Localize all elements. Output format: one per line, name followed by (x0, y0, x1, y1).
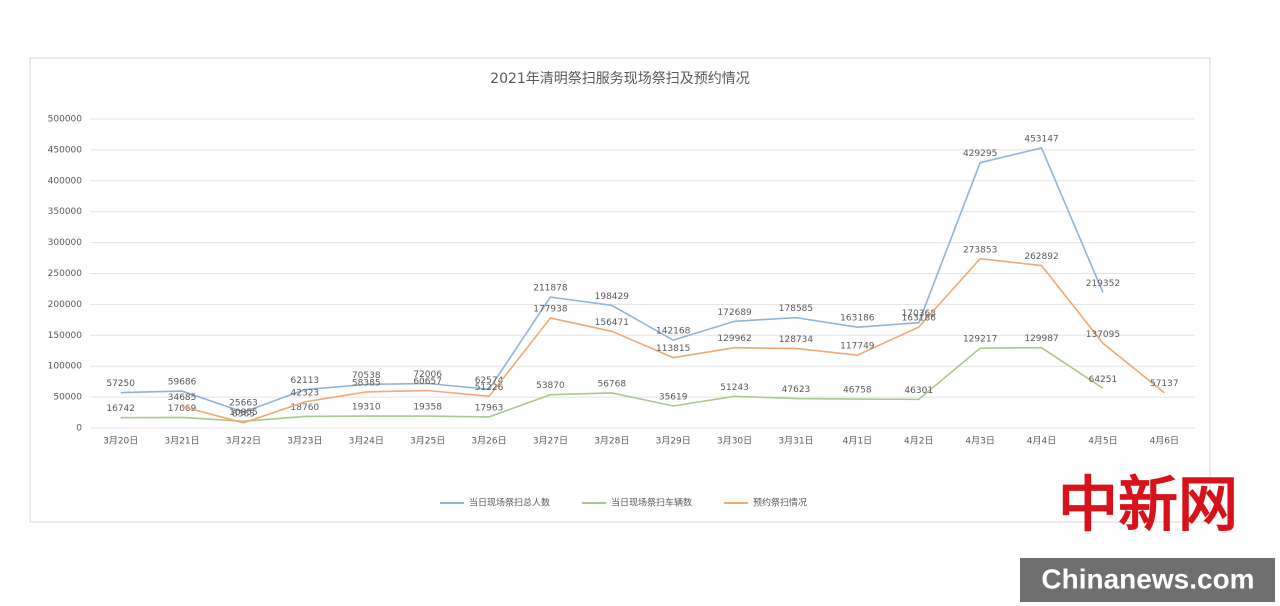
data-label: 113815 (656, 344, 690, 354)
y-tick-label: 250000 (48, 269, 83, 279)
x-tick-label: 3月31日 (778, 436, 813, 447)
y-tick-label: 200000 (48, 300, 83, 310)
x-tick-label: 3月22日 (226, 436, 261, 447)
data-label: 51243 (720, 383, 749, 393)
data-label: 16742 (106, 404, 135, 414)
x-tick-label: 3月20日 (103, 436, 138, 447)
data-label: 51226 (475, 383, 504, 393)
data-label: 57250 (106, 379, 135, 389)
chart-title: 2021年清明祭扫服务现场祭扫及预约情况 (490, 71, 750, 87)
data-label: 129962 (717, 334, 751, 344)
data-label: 60657 (413, 377, 442, 387)
watermark-banner (1020, 558, 1275, 602)
x-tick-label: 3月24日 (349, 436, 384, 447)
y-tick-label: 0 (76, 424, 82, 434)
data-label: 35619 (659, 392, 688, 402)
data-label: 273853 (963, 245, 997, 255)
y-tick-label: 450000 (48, 145, 83, 155)
y-tick-label: 300000 (48, 238, 83, 248)
data-label: 62113 (291, 376, 320, 386)
data-label: 178585 (779, 304, 813, 314)
data-label: 58385 (352, 378, 381, 388)
data-label: 53870 (536, 381, 565, 391)
data-label: 163186 (840, 314, 875, 324)
data-label: 42323 (291, 388, 320, 398)
data-label: 46301 (904, 386, 933, 396)
data-label: 198429 (595, 292, 630, 302)
x-tick-label: 3月28日 (594, 436, 629, 447)
x-tick-label: 4月6日 (1150, 436, 1179, 447)
data-label: 177938 (533, 305, 568, 315)
data-label: 129217 (963, 335, 997, 345)
data-label: 429295 (963, 149, 997, 159)
data-label: 57137 (1150, 379, 1179, 389)
data-label: 156471 (595, 318, 629, 328)
watermark: 中新网 Chinanews.com (1020, 471, 1275, 602)
y-tick-label: 400000 (48, 176, 83, 186)
x-tick-label: 3月23日 (287, 436, 322, 447)
x-tick-label: 3月30日 (717, 436, 752, 447)
x-tick-label: 3月26日 (471, 436, 506, 447)
data-label: 56768 (597, 379, 626, 389)
data-label: 262892 (1024, 252, 1058, 262)
data-label: 19310 (352, 403, 381, 413)
data-label: 34685 (168, 393, 197, 403)
series-line (120, 346, 1104, 423)
legend-label: 预约祭扫情况 (753, 497, 807, 509)
data-label: 170368 (902, 309, 937, 319)
data-label: 62574 (475, 376, 504, 386)
data-label: 70538 (352, 371, 381, 381)
data-label: 19358 (413, 403, 442, 413)
chart-frame (29, 57, 1211, 523)
x-tick-label: 3月29日 (656, 436, 691, 447)
x-tick-label: 4月1日 (843, 436, 872, 447)
data-label: 25663 (229, 399, 258, 409)
data-label: 137095 (1086, 330, 1120, 340)
x-tick-label: 4月4日 (1027, 436, 1056, 447)
y-tick-label: 150000 (48, 331, 83, 341)
x-tick-label: 4月5日 (1088, 436, 1117, 447)
data-label: 17069 (168, 404, 197, 414)
data-label: 8365 (232, 409, 255, 419)
legend-label: 当日现场祭扫车辆数 (611, 497, 692, 509)
y-tick-label: 500000 (48, 115, 83, 125)
data-label: 17963 (475, 403, 504, 413)
data-label: 219352 (1086, 279, 1120, 289)
data-label: 211878 (533, 284, 568, 294)
x-tick-label: 3月21日 (164, 436, 199, 447)
data-label: 64251 (1089, 375, 1118, 385)
data-label: 72006 (413, 370, 442, 380)
watermark-logo: 中新网 (1058, 471, 1238, 541)
x-tick-label: 3月25日 (410, 436, 445, 447)
data-label: 172689 (717, 308, 752, 318)
data-label: 18760 (291, 403, 320, 413)
data-label: 142168 (656, 327, 691, 337)
data-label: 163186 (902, 314, 937, 324)
x-tick-label: 4月2日 (904, 436, 933, 447)
data-label: 10855 (229, 408, 258, 418)
watermark-site: Chinanews.com (1041, 563, 1254, 594)
data-label: 59686 (168, 378, 197, 388)
x-tick-label: 4月3日 (965, 436, 994, 447)
series-line (181, 257, 1165, 424)
data-label: 47623 (782, 385, 811, 395)
legend-label: 当日现场祭扫总人数 (469, 497, 550, 509)
y-tick-label: 100000 (48, 362, 83, 372)
data-label: 117749 (840, 342, 875, 352)
y-tick-label: 350000 (48, 207, 83, 217)
data-label: 128734 (779, 335, 814, 345)
y-tick-label: 50000 (53, 393, 82, 403)
data-label: 453147 (1024, 134, 1058, 144)
series-line (120, 147, 1104, 413)
x-tick-label: 3月27日 (533, 436, 568, 447)
data-label: 129987 (1024, 334, 1058, 344)
data-label: 46758 (843, 386, 872, 396)
